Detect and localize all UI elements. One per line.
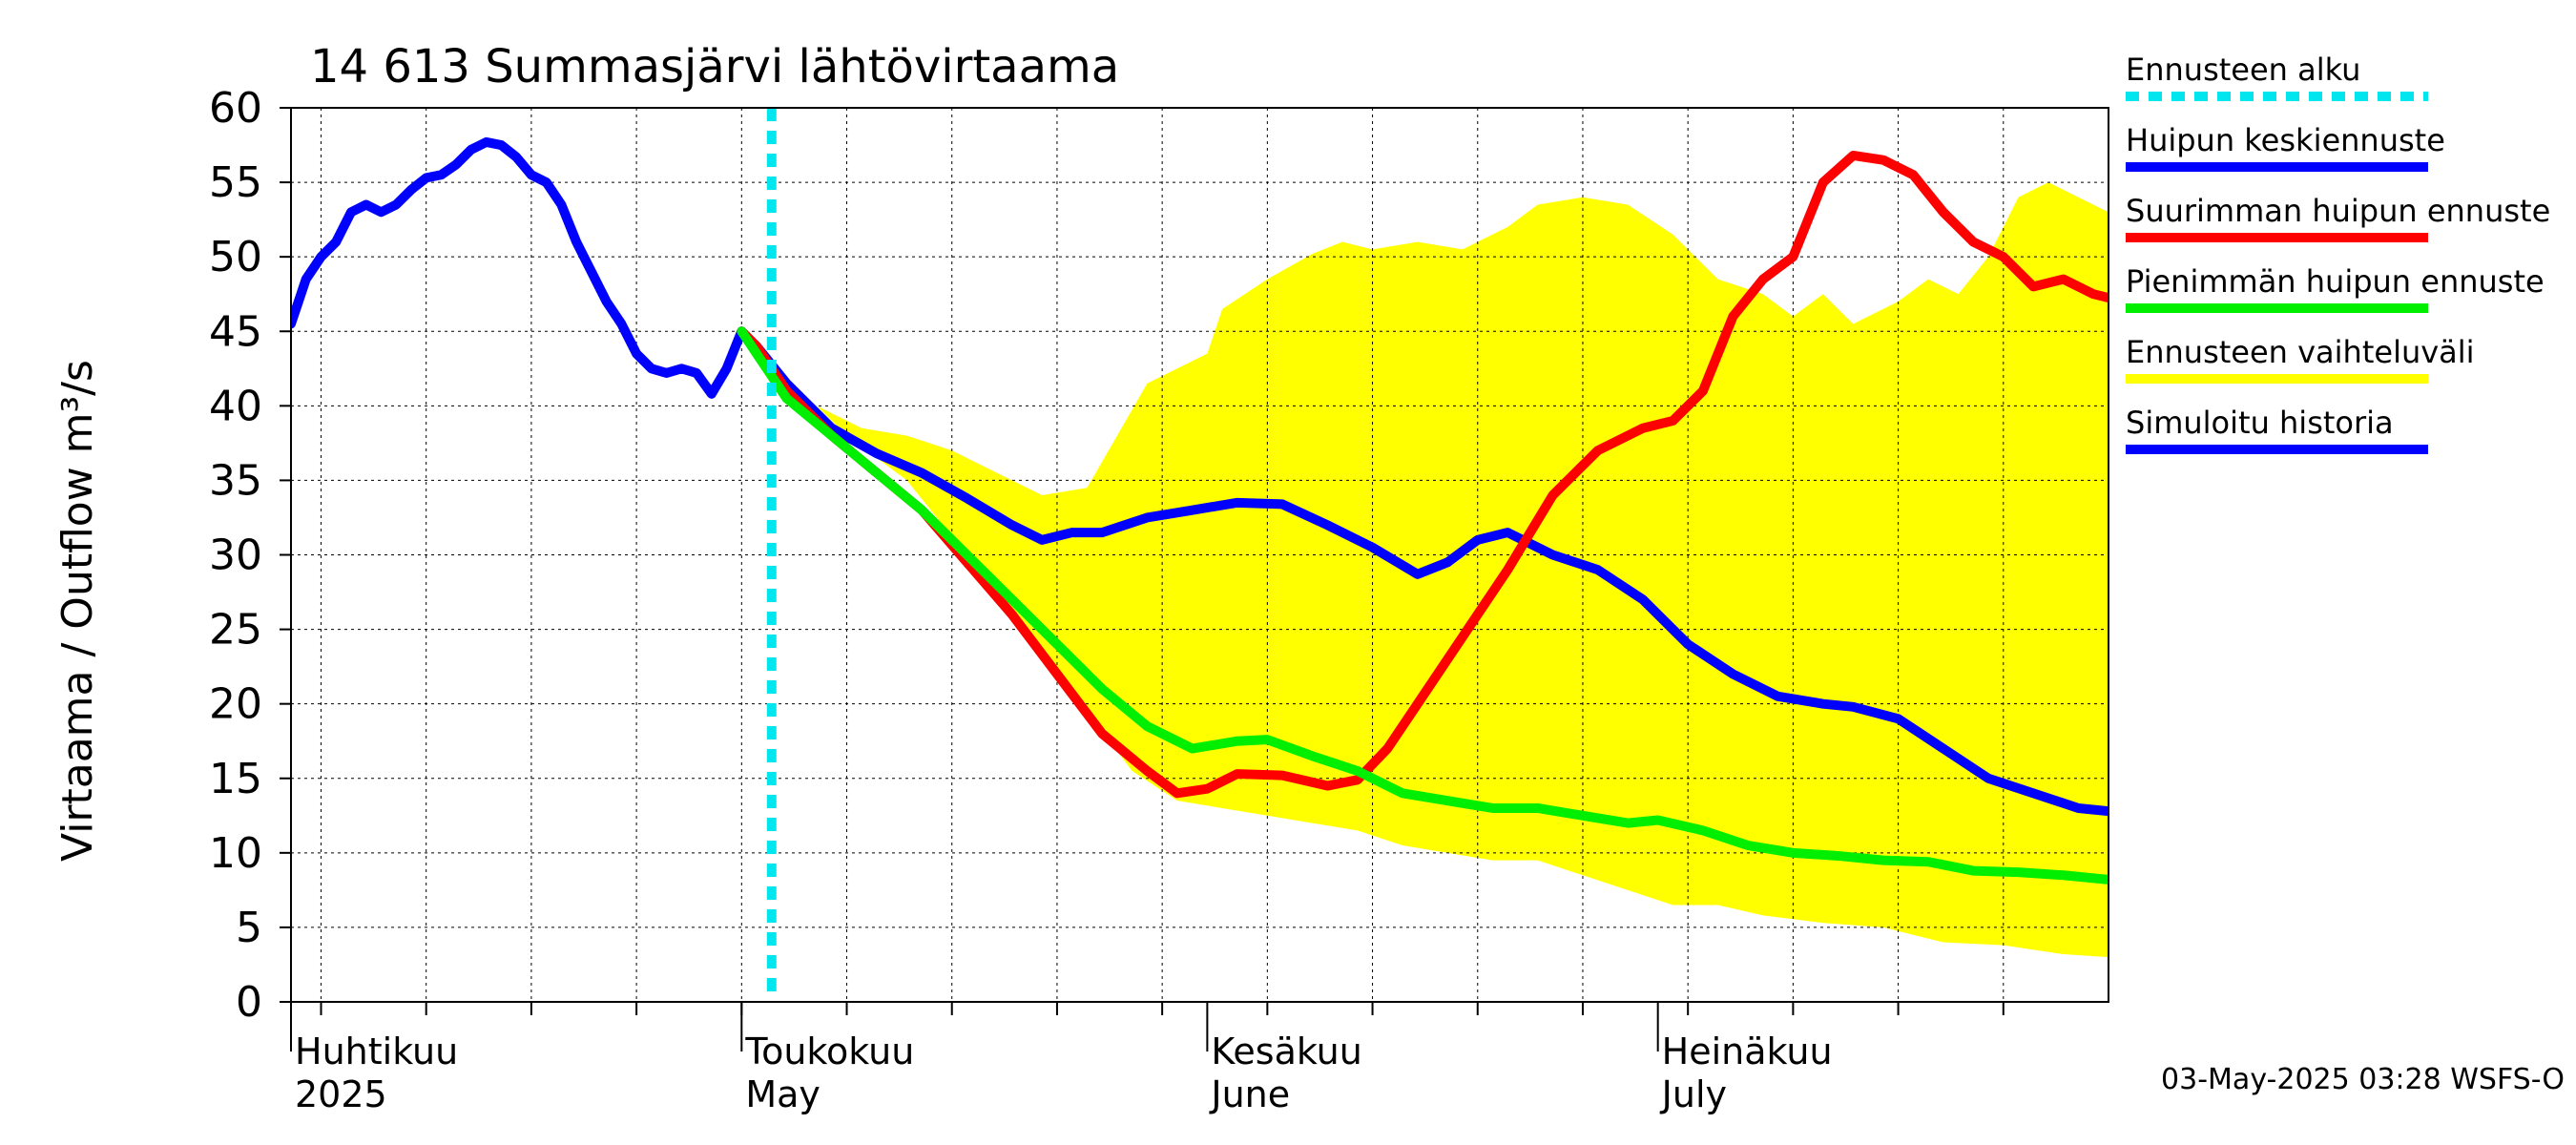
chart-title: 14 613 Summasjärvi lähtövirtaama bbox=[310, 40, 1119, 94]
y-tick-label: 0 bbox=[236, 978, 262, 1027]
y-tick-label: 50 bbox=[209, 233, 262, 281]
legend-label: Ennusteen vaihteluväli bbox=[2126, 334, 2475, 370]
y-tick-label: 30 bbox=[209, 531, 262, 580]
legend-label: Simuloitu historia bbox=[2126, 405, 2394, 441]
y-tick-label: 60 bbox=[209, 84, 262, 133]
min-forecast-line bbox=[737, 326, 2109, 885]
y-axis-label: Virtaama / Outflow m³/s bbox=[53, 360, 102, 862]
month-label: Huhtikuu bbox=[295, 1030, 458, 1072]
plot-border bbox=[290, 107, 2109, 1003]
y-tick-label: 45 bbox=[209, 307, 262, 356]
y-tick-label: 5 bbox=[236, 904, 262, 952]
legend: Ennusteen alku Huipun keskiennuste Suurimm… bbox=[2126, 52, 2550, 454]
legend-label: Huipun keskiennuste bbox=[2126, 122, 2445, 158]
legend-label: Pienimmän huipun ennuste bbox=[2126, 263, 2545, 300]
month-label: Kesäkuu bbox=[1211, 1030, 1362, 1072]
y-tick-label: 35 bbox=[209, 456, 262, 505]
legend-label: Ennusteen alku bbox=[2126, 52, 2360, 88]
month-label-en: July bbox=[1660, 1073, 1727, 1115]
y-tick-label: 10 bbox=[209, 829, 262, 878]
y-tick-label: 20 bbox=[209, 680, 262, 729]
month-label: Heinäkuu bbox=[1662, 1030, 1833, 1072]
y-tick-label: 55 bbox=[209, 158, 262, 207]
legend-label: Suurimman huipun ennuste bbox=[2126, 193, 2550, 229]
month-label: Toukokuu bbox=[744, 1030, 914, 1072]
y-tick-label: 25 bbox=[209, 606, 262, 655]
month-label-en: May bbox=[745, 1073, 821, 1115]
history-line bbox=[291, 136, 747, 399]
y-tick-label: 40 bbox=[209, 382, 262, 430]
max-forecast-line bbox=[737, 150, 2109, 799]
month-label-en: June bbox=[1209, 1073, 1290, 1115]
mean-forecast-line bbox=[737, 326, 2109, 817]
footer-timestamp: 03-May-2025 03:28 WSFS-O bbox=[2161, 1063, 2565, 1096]
month-label-en: 2025 bbox=[295, 1073, 387, 1115]
plot-area: 051015202530354045505560Huhtikuu2025Touk… bbox=[209, 84, 2109, 1115]
y-tick-label: 15 bbox=[209, 755, 262, 803]
